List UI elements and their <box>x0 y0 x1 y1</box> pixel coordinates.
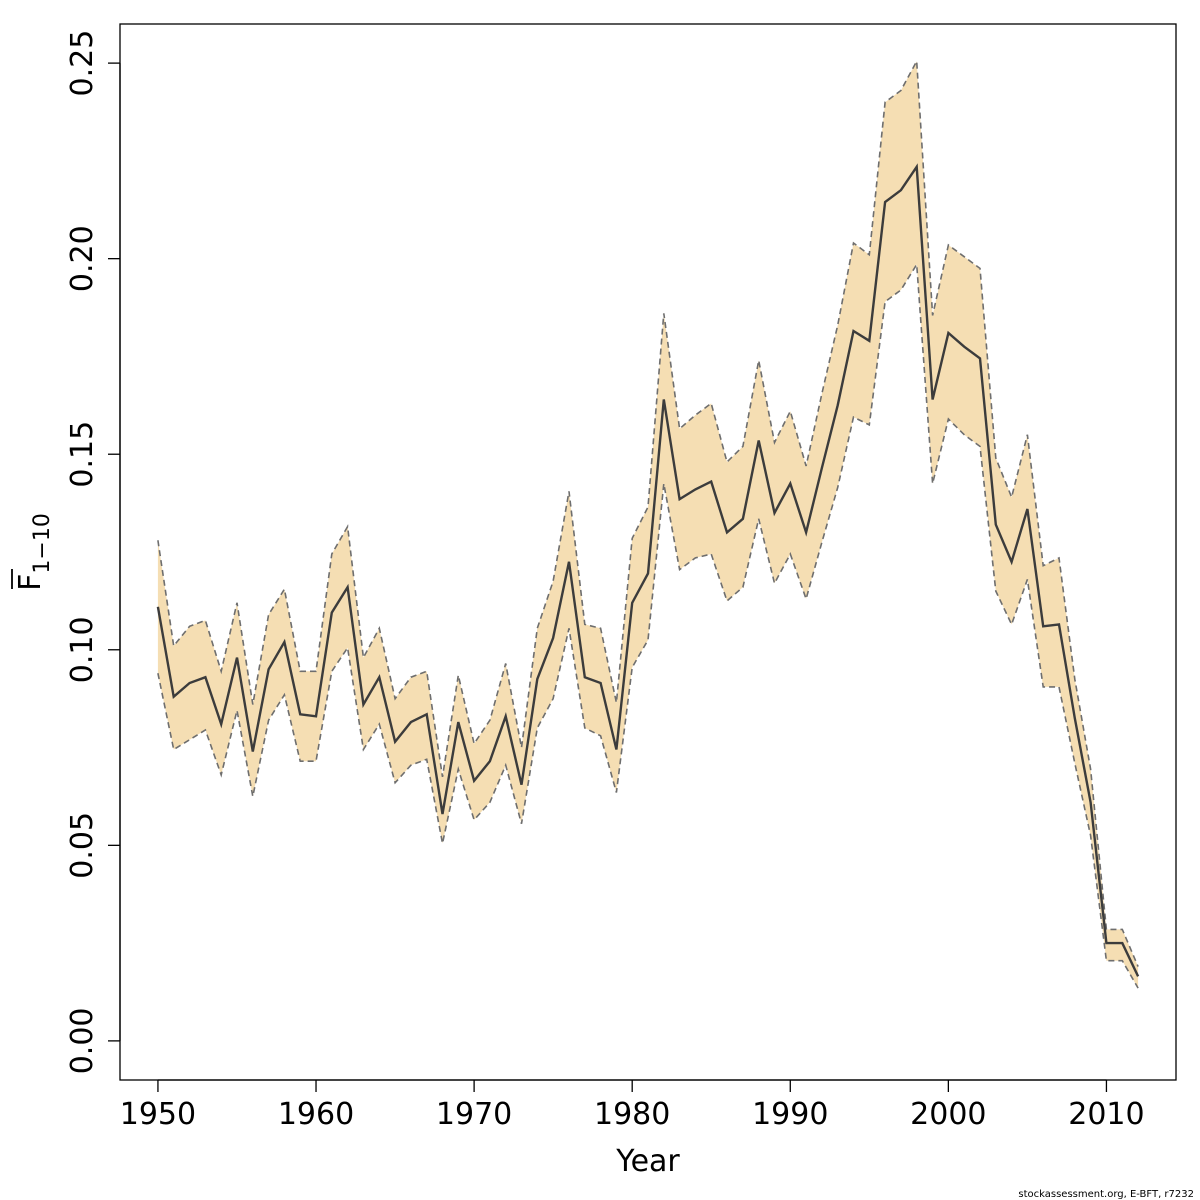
x-axis-title: Year <box>615 1144 680 1179</box>
x-tick-label: 1980 <box>594 1097 670 1132</box>
x-tick-label: 2010 <box>1068 1097 1144 1132</box>
y-tick-label: 0.05 <box>65 812 100 879</box>
estimate-line <box>156 163 1140 977</box>
y-axis-title-base: F <box>13 574 48 591</box>
series-layer <box>156 58 1140 989</box>
y-tick-label: 0.10 <box>65 616 100 683</box>
x-tick-label: 2000 <box>910 1097 986 1132</box>
y-tick-label: 0.00 <box>65 1008 100 1075</box>
axis-layer: 1950 1960 1970 1980 1990 2000 2010 0.00 0.05 0.10… <box>65 30 1145 1132</box>
confidence-band-layer <box>157 61 1139 989</box>
x-tick-label: 1990 <box>752 1097 828 1132</box>
svg-text:F1−10: F1−10 <box>13 513 55 591</box>
y-tick-label: 0.15 <box>65 421 100 488</box>
x-tick-label: 1960 <box>278 1097 354 1132</box>
x-tick-label: 1950 <box>120 1097 196 1132</box>
upper-bound-line <box>157 58 1139 967</box>
y-axis-title-subscript: 1−10 <box>30 513 55 573</box>
y-axis-title: F1−10 <box>11 513 55 591</box>
y-tick-label: 0.25 <box>65 30 100 97</box>
y-tick-label: 0.20 <box>65 225 100 292</box>
footer-credit: stockassessment.org, E-BFT, r7232 <box>1018 1189 1194 1200</box>
confidence-band <box>157 61 1139 989</box>
x-tick-label: 1970 <box>436 1097 512 1132</box>
